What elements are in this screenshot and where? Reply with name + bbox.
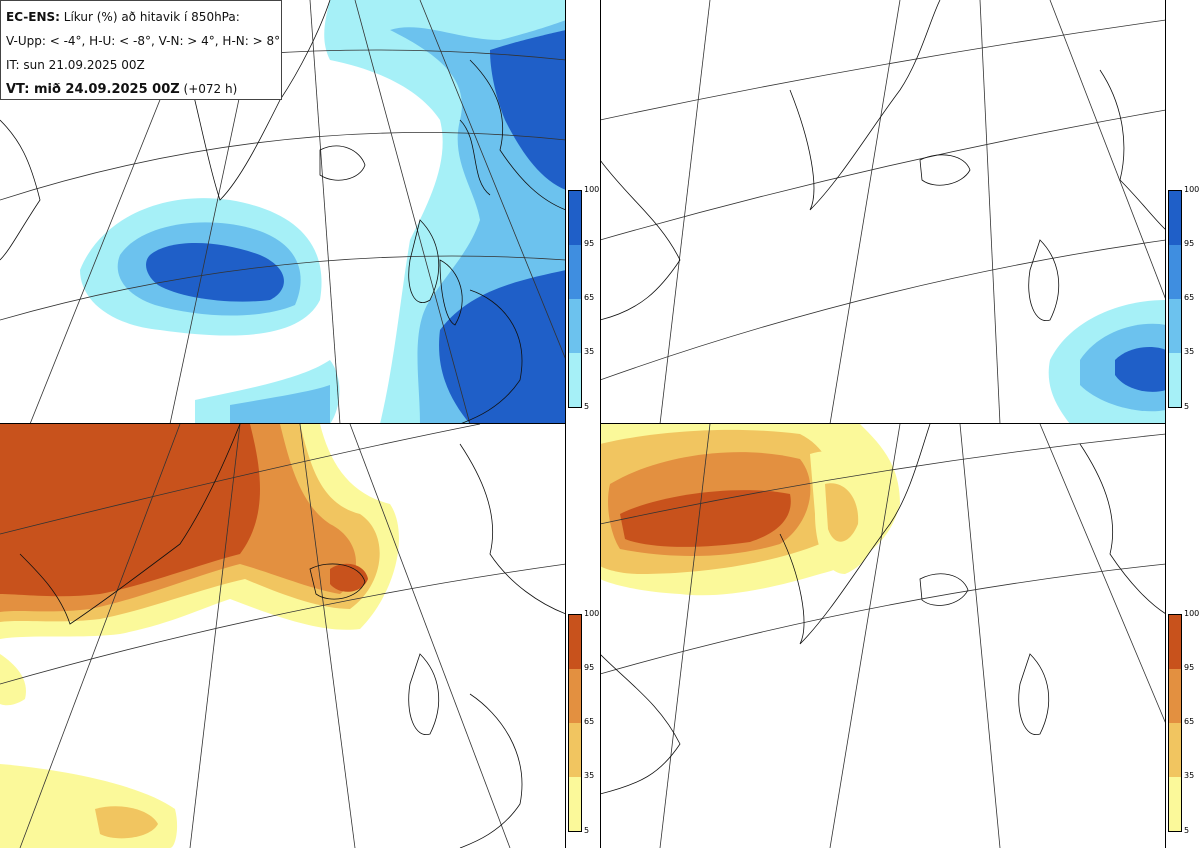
- probability-map: [0, 0, 566, 424]
- colorbar-label: 65: [1184, 293, 1195, 302]
- valid-time: VT: mið 24.09.2025 00Z: [6, 82, 180, 97]
- colorbar-label: 100: [584, 185, 600, 194]
- title-text: Líkur (%) að hitavik í 850hPa:: [63, 10, 240, 24]
- coastlines: [600, 0, 1166, 321]
- colorbar-segment: [1169, 777, 1181, 831]
- colorbar-label: 100: [1184, 609, 1200, 618]
- colorbar-label: 5: [584, 402, 590, 411]
- init-time: IT: sun 21.09.2025 00Z: [6, 58, 145, 72]
- panel-border: [1165, 0, 1166, 848]
- probability-field-blue: [80, 0, 566, 424]
- colorbar-segment: [1169, 353, 1181, 407]
- colorbar-segment: [1169, 191, 1181, 245]
- graticule: [600, 424, 1166, 848]
- graticule: [600, 0, 1166, 424]
- colorbar-orange-bottom-left: [568, 614, 582, 832]
- colorbar-label: 95: [1184, 239, 1195, 248]
- probability-field-orange: [600, 424, 900, 596]
- colorbar-label: 35: [584, 347, 595, 356]
- colorbar-label: 95: [584, 663, 595, 672]
- colorbar-segment: [569, 723, 581, 777]
- colorbar-segment: [569, 777, 581, 831]
- colorbar-label: 5: [1184, 826, 1190, 835]
- colorbar-label: 95: [1184, 663, 1195, 672]
- colorbar-orange-bottom-right: [1168, 614, 1182, 832]
- panel-border: [0, 423, 566, 424]
- forecast-offset: (+072 h): [183, 82, 238, 96]
- coastlines: [0, 0, 566, 424]
- colorbar-segment: [1169, 299, 1181, 353]
- colorbar-segment: [569, 191, 581, 245]
- valid-time-line: VT: mið 24.09.2025 00Z (+072 h): [6, 77, 276, 101]
- probability-map: [600, 424, 1166, 848]
- colorbar-label: 65: [1184, 717, 1195, 726]
- map-title-box: EC-ENS: Líkur (%) að hitavik í 850hPa: V…: [0, 0, 282, 100]
- colorbar-label: 35: [584, 771, 595, 780]
- panel-border: [600, 423, 1166, 424]
- colorbar-label: 65: [584, 717, 595, 726]
- colorbar-segment: [1169, 615, 1181, 669]
- panel-border: [600, 0, 601, 848]
- probability-field-blue: [1048, 300, 1166, 424]
- title-line: EC-ENS: Líkur (%) að hitavik í 850hPa:: [6, 5, 276, 29]
- colorbar-segment: [1169, 669, 1181, 723]
- colorbar-label: 5: [584, 826, 590, 835]
- colorbar-blue-top-left: [568, 190, 582, 408]
- map-panel-cold-8[interactable]: [600, 0, 1166, 424]
- map-panel-warm-8[interactable]: [600, 424, 1166, 848]
- colorbar-segment: [569, 353, 581, 407]
- colorbar-segment: [569, 615, 581, 669]
- colorbar-label: 5: [1184, 402, 1190, 411]
- colorbar-label: 65: [584, 293, 595, 302]
- colorbar-label: 100: [584, 609, 600, 618]
- map-panel-cold-4[interactable]: EC-ENS: Líkur (%) að hitavik í 850hPa: V…: [0, 0, 566, 424]
- probability-field-orange: [0, 424, 399, 848]
- coastlines: [19, 424, 566, 848]
- panel-border: [0, 0, 566, 848]
- colorbar-segment: [1169, 245, 1181, 299]
- model-label: EC-ENS:: [6, 10, 60, 24]
- probability-map: [0, 424, 566, 848]
- colorbar-segment: [569, 299, 581, 353]
- colorbar-segment: [1169, 723, 1181, 777]
- coastlines: [600, 424, 1166, 795]
- colorbar-segment: [569, 245, 581, 299]
- colorbar-label: 95: [584, 239, 595, 248]
- colorbar-label: 35: [1184, 771, 1195, 780]
- thresholds-line: V-Upp: < -4°, H-U: < -8°, V-N: > 4°, H-N…: [6, 34, 281, 48]
- map-panel-warm-4[interactable]: [0, 424, 566, 848]
- colorbar-blue-top-right: [1168, 190, 1182, 408]
- colorbar-segment: [569, 669, 581, 723]
- graticule: [0, 424, 566, 848]
- colorbar-label: 100: [1184, 185, 1200, 194]
- colorbar-label: 35: [1184, 347, 1195, 356]
- probability-map: [600, 0, 1166, 424]
